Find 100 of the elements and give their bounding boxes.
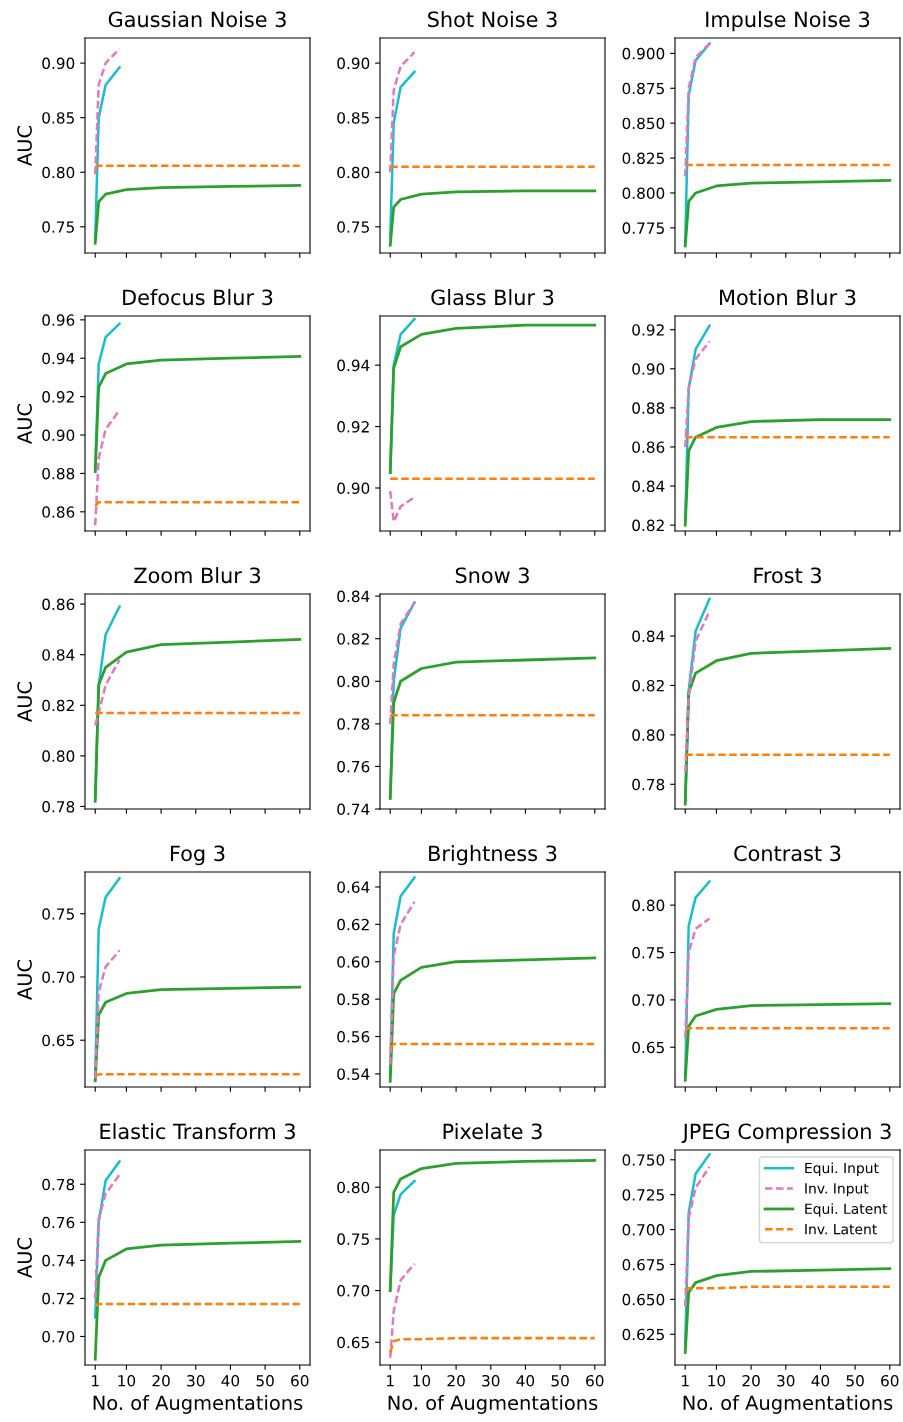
y-tick-label: 0.90 bbox=[42, 57, 75, 70]
y-tick-label: 0.65 bbox=[42, 1034, 74, 1047]
y-tick-label: 0.88 bbox=[42, 467, 75, 480]
y-tick-label: 0.900 bbox=[622, 47, 665, 60]
y-tick-label: 0.84 bbox=[632, 480, 665, 493]
x-tick-label: 40 bbox=[516, 1374, 535, 1387]
y-tick-label: 0.58 bbox=[337, 993, 370, 1006]
chart-title: Defocus Blur 3 bbox=[123, 289, 273, 306]
y-tick-label: 0.88 bbox=[632, 402, 665, 414]
y-tick-label: 0.650 bbox=[622, 1293, 665, 1306]
y-tick-label: 0.84 bbox=[337, 590, 370, 603]
y-tick-label: 0.90 bbox=[337, 57, 370, 70]
x-tick-label: 60 bbox=[881, 1374, 899, 1387]
y-tick-label: 0.56 bbox=[337, 1030, 370, 1043]
x-axis-title: No. of Augmentations bbox=[93, 1395, 303, 1414]
y-tick-label: 0.78 bbox=[337, 718, 370, 730]
y-tick-label: 0.82 bbox=[42, 699, 74, 712]
y-tick-label: 0.74 bbox=[337, 803, 370, 816]
y-tick-label: 0.850 bbox=[622, 117, 665, 130]
chart-title: Zoom Blur 3 bbox=[134, 567, 261, 584]
y-tick-label: 0.825 bbox=[622, 152, 664, 165]
y-tick-label: 0.84 bbox=[42, 649, 75, 661]
x-tick-label: 20 bbox=[742, 1374, 760, 1387]
y-tick-label: 0.70 bbox=[632, 994, 665, 1006]
y-tick-label: 0.80 bbox=[42, 750, 75, 762]
y-tick-label: 0.90 bbox=[42, 429, 75, 442]
legend-label: Equi. Latent bbox=[805, 1203, 888, 1217]
y-tick-label: 0.90 bbox=[632, 363, 665, 375]
y-tick-label: 0.80 bbox=[632, 729, 665, 741]
y-tick-label: 0.92 bbox=[337, 421, 369, 433]
y-tick-label: 0.78 bbox=[42, 800, 75, 813]
x-tick-label: 40 bbox=[811, 1374, 830, 1387]
y-tick-label: 0.65 bbox=[632, 1041, 664, 1054]
y-tick-label: 0.625 bbox=[622, 1328, 664, 1341]
y-tick-label: 0.75 bbox=[337, 221, 369, 233]
y-tick-label: 0.60 bbox=[337, 956, 370, 968]
y-tick-label: 0.750 bbox=[622, 1154, 665, 1166]
y-tick-label: 0.800 bbox=[622, 187, 665, 199]
y-axis-title: AUC bbox=[17, 1238, 32, 1278]
x-tick-label: 50 bbox=[846, 1374, 864, 1387]
y-axis-title: AUC bbox=[17, 682, 32, 722]
legend-label: Equi. Input bbox=[805, 1162, 879, 1176]
x-tick-label: 60 bbox=[586, 1374, 604, 1387]
y-tick-label: 0.80 bbox=[42, 166, 75, 179]
chart-title: Glass Blur 3 bbox=[431, 289, 554, 306]
y-tick-label: 0.75 bbox=[337, 1233, 369, 1245]
y-tick-label: 0.85 bbox=[42, 112, 74, 124]
chart-title: Pixelate 3 bbox=[443, 1123, 542, 1140]
y-tick-label: 0.90 bbox=[337, 482, 370, 495]
x-tick-label: 50 bbox=[551, 1374, 569, 1387]
y-tick-label: 0.86 bbox=[632, 441, 665, 453]
y-tick-label: 0.775 bbox=[622, 222, 664, 234]
chart-title: Brightness 3 bbox=[429, 845, 557, 866]
y-axis-title: AUC bbox=[17, 126, 32, 166]
y-tick-label: 0.70 bbox=[337, 1285, 370, 1297]
y-tick-label: 0.700 bbox=[622, 1224, 665, 1236]
y-tick-label: 0.725 bbox=[622, 1189, 664, 1201]
x-tick-label: 10 bbox=[708, 1374, 726, 1387]
y-tick-label: 0.80 bbox=[337, 166, 370, 179]
legend-label: Inv. Latent bbox=[805, 1224, 877, 1235]
y-tick-label: 0.76 bbox=[42, 1216, 75, 1229]
x-axis-title: No. of Augmentations bbox=[683, 1395, 893, 1414]
y-tick-label: 0.64 bbox=[337, 881, 370, 893]
y-tick-label: 0.72 bbox=[42, 1292, 74, 1305]
y-tick-label: 0.78 bbox=[632, 778, 665, 791]
y-tick-label: 0.76 bbox=[337, 760, 370, 773]
y-tick-label: 0.75 bbox=[42, 221, 74, 233]
chart-title: Elastic Transform 3 bbox=[100, 1123, 295, 1140]
y-tick-label: 0.78 bbox=[42, 1178, 75, 1191]
x-tick-label: 20 bbox=[152, 1374, 170, 1387]
x-tick-label: 60 bbox=[291, 1374, 309, 1387]
x-tick-label: 40 bbox=[221, 1374, 240, 1387]
y-tick-label: 0.70 bbox=[42, 971, 75, 983]
y-tick-label: 0.65 bbox=[337, 1336, 369, 1349]
chart-title: JPEG Compression 3 bbox=[681, 1123, 891, 1144]
y-tick-label: 0.92 bbox=[632, 324, 664, 336]
y-tick-label: 0.82 bbox=[632, 519, 664, 532]
y-axis-title: AUC bbox=[17, 404, 32, 444]
y-tick-label: 0.675 bbox=[622, 1258, 664, 1271]
x-tick-label: 10 bbox=[118, 1374, 136, 1387]
y-tick-label: 0.74 bbox=[42, 1254, 75, 1267]
legend-label: Inv. Input bbox=[805, 1183, 869, 1197]
y-tick-label: 0.94 bbox=[42, 352, 75, 365]
chart-title: Fog 3 bbox=[171, 845, 225, 866]
x-tick-label: 20 bbox=[447, 1374, 465, 1387]
y-tick-label: 0.54 bbox=[337, 1068, 370, 1080]
x-axis-title: No. of Augmentations bbox=[388, 1395, 598, 1414]
x-tick-label: 30 bbox=[777, 1374, 795, 1387]
x-tick-label: 1 bbox=[682, 1375, 689, 1387]
y-tick-label: 0.70 bbox=[42, 1330, 75, 1343]
y-tick-label: 0.75 bbox=[632, 946, 664, 959]
y-tick-label: 0.96 bbox=[42, 314, 75, 326]
x-tick-label: 10 bbox=[413, 1374, 431, 1387]
x-tick-label: 30 bbox=[187, 1374, 205, 1387]
y-tick-label: 0.62 bbox=[337, 918, 369, 931]
chart-title: Impulse Noise 3 bbox=[706, 11, 870, 32]
y-tick-label: 0.875 bbox=[622, 82, 664, 95]
chart-title: Shot Noise 3 bbox=[428, 11, 557, 28]
chart-title: Contrast 3 bbox=[734, 845, 841, 862]
y-axis-title: AUC bbox=[17, 960, 32, 1000]
